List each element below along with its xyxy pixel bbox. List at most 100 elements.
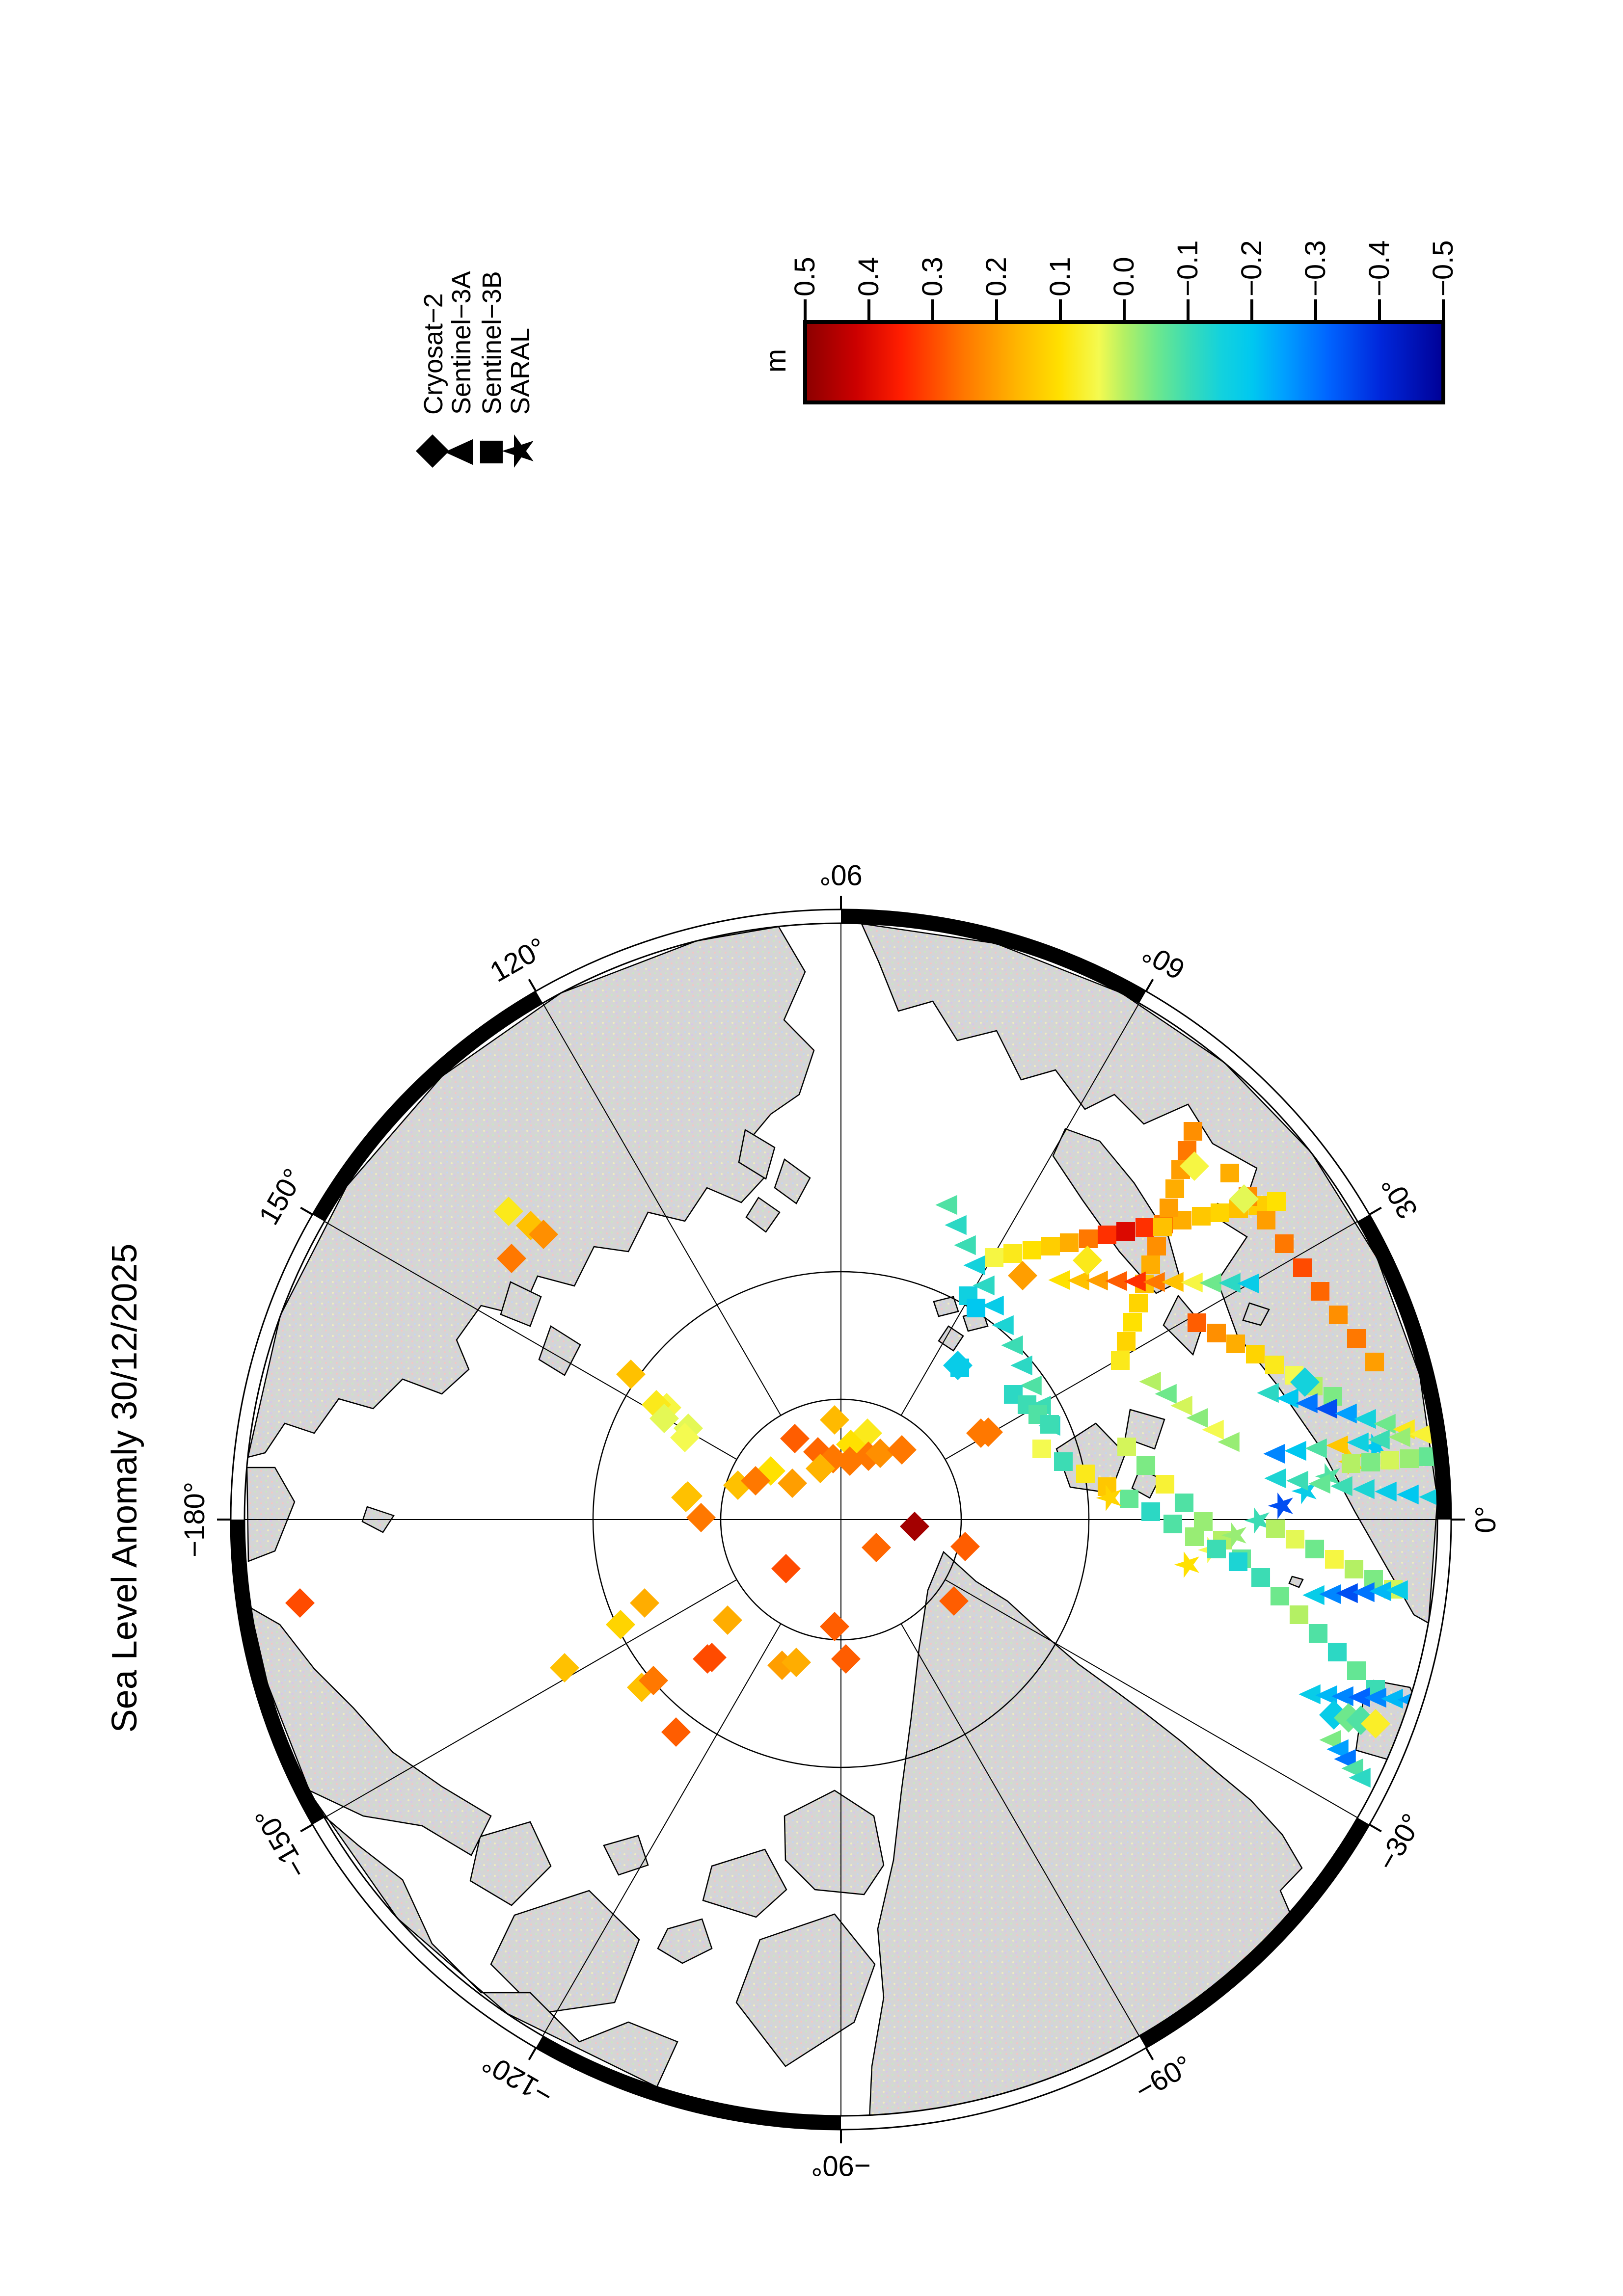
- parallel-circle: [720, 1398, 962, 1641]
- ring-inner-circle: [243, 922, 1438, 2117]
- colorbar-gradient: [803, 320, 1445, 404]
- colorbar-tick-label: 0.3: [917, 257, 948, 296]
- track-marker-square: [1285, 1529, 1305, 1549]
- land-severnaya-zemlya: [738, 1129, 811, 1233]
- track-marker-triangle: [1352, 1582, 1375, 1602]
- track-marker-triangle: [1347, 1432, 1369, 1453]
- track-marker-triangle: [1143, 1272, 1165, 1292]
- point-marker-diamond: [1361, 1709, 1390, 1738]
- track-marker-square: [1136, 1456, 1156, 1475]
- meridian-label-120: −120°: [477, 2047, 558, 2112]
- track-marker-square: [1147, 1236, 1166, 1256]
- track-marker-triangle: [1286, 1470, 1308, 1491]
- legend-symbol-star: [502, 434, 534, 468]
- track-marker-triangle: [1186, 1408, 1208, 1428]
- track-marker-triangle: [1331, 1686, 1353, 1707]
- track-marker-star: [1221, 1522, 1246, 1548]
- track-marker-triangle: [1319, 1584, 1341, 1604]
- track-marker-triangle: [992, 1315, 1014, 1335]
- satellite-legend: Cryosat−2 Sentinel−3A Sentinel−3B SARAL: [416, 271, 535, 468]
- track-marker-triangle: [1217, 1432, 1240, 1452]
- colorbar-unit-label: m: [760, 349, 792, 373]
- point-marker-diamond: [1008, 1261, 1037, 1290]
- track-marker-triangle: [1369, 1581, 1391, 1602]
- track-marker-square: [1032, 1439, 1052, 1459]
- point-marker-diamond: [1229, 1184, 1259, 1214]
- track-marker-square: [1174, 1493, 1194, 1513]
- colorbar-tick-label: −0.1: [1172, 240, 1204, 297]
- track-marker-star: [1268, 1493, 1293, 1519]
- legend-label-sentinel3b: Sentinel−3B: [477, 271, 507, 415]
- track-marker-square: [1155, 1474, 1175, 1494]
- track-marker-triangle: [1375, 1481, 1397, 1502]
- track-marker-square: [1079, 1229, 1098, 1249]
- track-marker-square: [1308, 1624, 1328, 1643]
- track-marker-triangle: [1105, 1271, 1127, 1291]
- track-marker-triangle: [1139, 1371, 1161, 1392]
- page-title: Sea Level Anomaly 30/12/2025: [105, 1244, 144, 1733]
- meridian-line: [900, 1623, 1140, 2036]
- ring-black-sector: [840, 909, 1146, 1003]
- track-marker-triangle: [1170, 1395, 1192, 1416]
- land-banks: [469, 1821, 552, 1906]
- track-marker-triangle: [982, 1295, 1004, 1316]
- track-marker-triangle: [1334, 1749, 1356, 1769]
- track-marker-triangle: [1001, 1335, 1023, 1356]
- track-marker-triangle: [1202, 1419, 1224, 1440]
- track-marker-square: [1116, 1332, 1136, 1351]
- track-marker-triangle: [1381, 1688, 1403, 1709]
- track-marker-triangle: [1284, 1441, 1306, 1461]
- track-marker-square: [1117, 1437, 1136, 1457]
- track-marker-square: [1191, 1206, 1211, 1226]
- track-marker-square: [1364, 1570, 1383, 1589]
- ring-black-sector: [1139, 1817, 1370, 2048]
- track-marker-square: [1228, 1552, 1248, 1572]
- track-marker-triangle: [973, 1275, 995, 1296]
- point-marker-diamond: [831, 1644, 861, 1674]
- track-marker-triangle: [1352, 1479, 1375, 1499]
- track-marker-triangle: [1348, 1687, 1370, 1708]
- track-marker-triangle: [1368, 1429, 1390, 1450]
- ring-tick: [1369, 1206, 1382, 1216]
- land-canada-mainland: [313, 1799, 678, 2088]
- point-marker-square: [966, 1298, 986, 1318]
- colorbar-tick-label: −0.2: [1236, 240, 1268, 297]
- land-kolguev: [1242, 1302, 1270, 1326]
- meridian-label-0: 0°: [1470, 1506, 1502, 1533]
- point-marker-diamond: [686, 1503, 716, 1532]
- track-marker-square: [1251, 1568, 1271, 1587]
- point-marker-diamond: [285, 1588, 315, 1618]
- track-marker-square: [1347, 1661, 1366, 1681]
- legend-symbol-square: [480, 440, 503, 464]
- track-marker-triangle: [1336, 1583, 1358, 1603]
- track-marker-triangle: [1264, 1468, 1286, 1489]
- land-chukotka: [246, 1467, 296, 1562]
- track-marker-triangle: [1162, 1272, 1184, 1292]
- track-marker-square: [1003, 1244, 1023, 1263]
- point-marker-diamond: [697, 1643, 727, 1672]
- point-marker-diamond: [866, 1439, 895, 1468]
- track-marker-square: [1380, 1450, 1400, 1470]
- land-victoria: [490, 1890, 640, 2014]
- track-marker-square: [1226, 1334, 1245, 1354]
- track-marker-square: [1159, 1198, 1179, 1218]
- track-marker-square: [1153, 1217, 1172, 1237]
- meridian-label-30: −30°: [1371, 1808, 1428, 1876]
- track-marker-square: [1135, 1218, 1155, 1237]
- track-marker-square: [1163, 1514, 1183, 1534]
- track-marker-triangle: [1298, 1684, 1321, 1705]
- legend-label-cryosat2: Cryosat−2: [419, 293, 448, 415]
- track-marker-square: [1210, 1203, 1230, 1223]
- track-marker-triangle: [1124, 1271, 1146, 1292]
- track-marker-square: [1059, 1233, 1079, 1253]
- track-marker-square: [1123, 1312, 1142, 1332]
- point-marker-diamond: [806, 1454, 835, 1483]
- track-marker-triangle: [1341, 1758, 1363, 1779]
- track-marker-triangle: [1218, 1273, 1241, 1293]
- point-marker-diamond: [771, 1554, 801, 1583]
- track-marker-triangle: [1048, 1270, 1070, 1290]
- point-marker-diamond: [1073, 1246, 1102, 1275]
- track-marker-square: [1116, 1222, 1136, 1241]
- track-marker-square: [1256, 1210, 1276, 1230]
- track-marker-triangle: [1364, 1687, 1386, 1708]
